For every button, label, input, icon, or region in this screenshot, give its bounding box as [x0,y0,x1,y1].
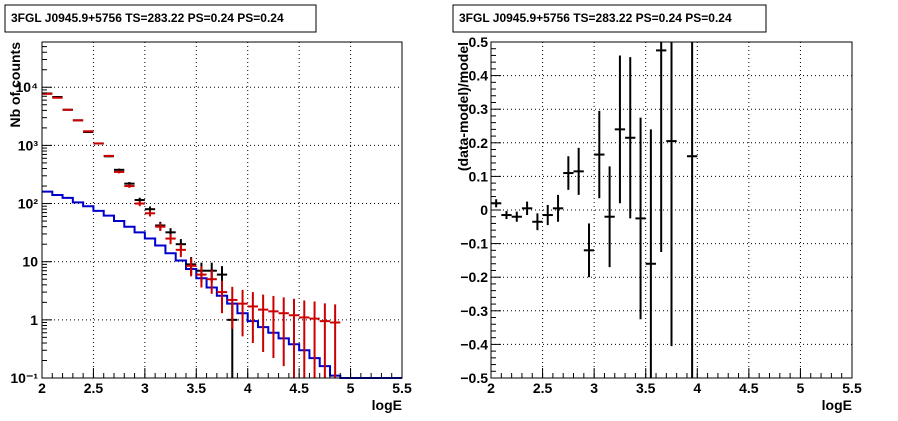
x-tick-label: 3.5 [636,380,656,396]
x-tick-label: 3 [141,380,149,396]
y-tick-label: 0.4 [469,68,489,84]
y-tick-label: 1 [30,312,38,328]
x-tick-label: 4.5 [739,380,759,396]
y-tick-label: 0.3 [469,101,489,117]
y-tick-label: 0 [480,202,488,218]
y-tick-label: −0.5 [460,370,488,386]
counts-marks [42,92,402,379]
y-tick-label: 10⁴ [16,79,39,95]
counts-ticks: 2 2.5 3 3.5 4 4.5 5 5.5 10⁻¹ 1 10 10² 10³ 10⁴ [10,41,412,396]
x-tick-label: 5.5 [842,380,862,396]
x-tick-label: 3 [590,380,598,396]
y-tick-label: −0.3 [460,303,488,319]
x-tick-label: 2.5 [84,380,104,396]
residual-ylabel: (data-model)/model [455,42,471,171]
y-tick-label: 10³ [18,137,39,153]
counts-grid [42,42,402,378]
background-histogram [42,190,402,379]
counts-title-box [4,4,317,33]
y-tick-label: 10⁻¹ [10,370,38,386]
y-tick-label: 0.5 [469,34,489,50]
x-tick-label: 2.5 [533,380,553,396]
y-tick-label: 10 [22,254,38,270]
x-tick-label: 4.5 [289,380,309,396]
residual-panel: 3FGL J0945.9+5756 TS=283.22 PS=0.24 PS=0… [452,4,862,413]
y-tick-label: −0.4 [460,336,488,352]
residual-xlabel: logE [822,397,852,413]
x-tick-label: 5 [797,380,805,396]
x-tick-label: 2 [487,380,495,396]
y-tick-label: 10² [18,196,39,212]
x-tick-label: 4 [693,380,701,396]
x-tick-label: 5.5 [392,380,412,396]
residual-marks [491,42,698,378]
x-tick-label: 4 [244,380,252,396]
x-tick-label: 2 [38,380,46,396]
residual-ticks: 2 2.5 3 3.5 4 4.5 5 5.5 −0.5 −0.4 −0.3 −0.2 −0.1 0 0.1… [460,34,862,396]
counts-panel: 3FGL J0945.9+5756 TS=283.22 PS=0.24 PS=0… [4,4,412,413]
counts-ylabel: Nb of counts [7,42,23,128]
x-tick-label: 3.5 [187,380,207,396]
residual-title: 3FGL J0945.9+5756 TS=283.22 PS=0.24 PS=0… [459,11,732,25]
y-tick-label: 0.2 [469,135,489,151]
counts-frame [41,41,403,379]
x-tick-label: 5 [347,380,355,396]
y-tick-label: −0.2 [460,269,488,285]
y-tick-label: −0.1 [460,236,488,252]
counts-title: 3FGL J0945.9+5756 TS=283.22 PS=0.24 PS=0… [11,11,284,25]
counts-xlabel: logE [372,397,402,413]
y-tick-label: 0.1 [469,168,489,184]
residual-title-box [452,4,767,33]
